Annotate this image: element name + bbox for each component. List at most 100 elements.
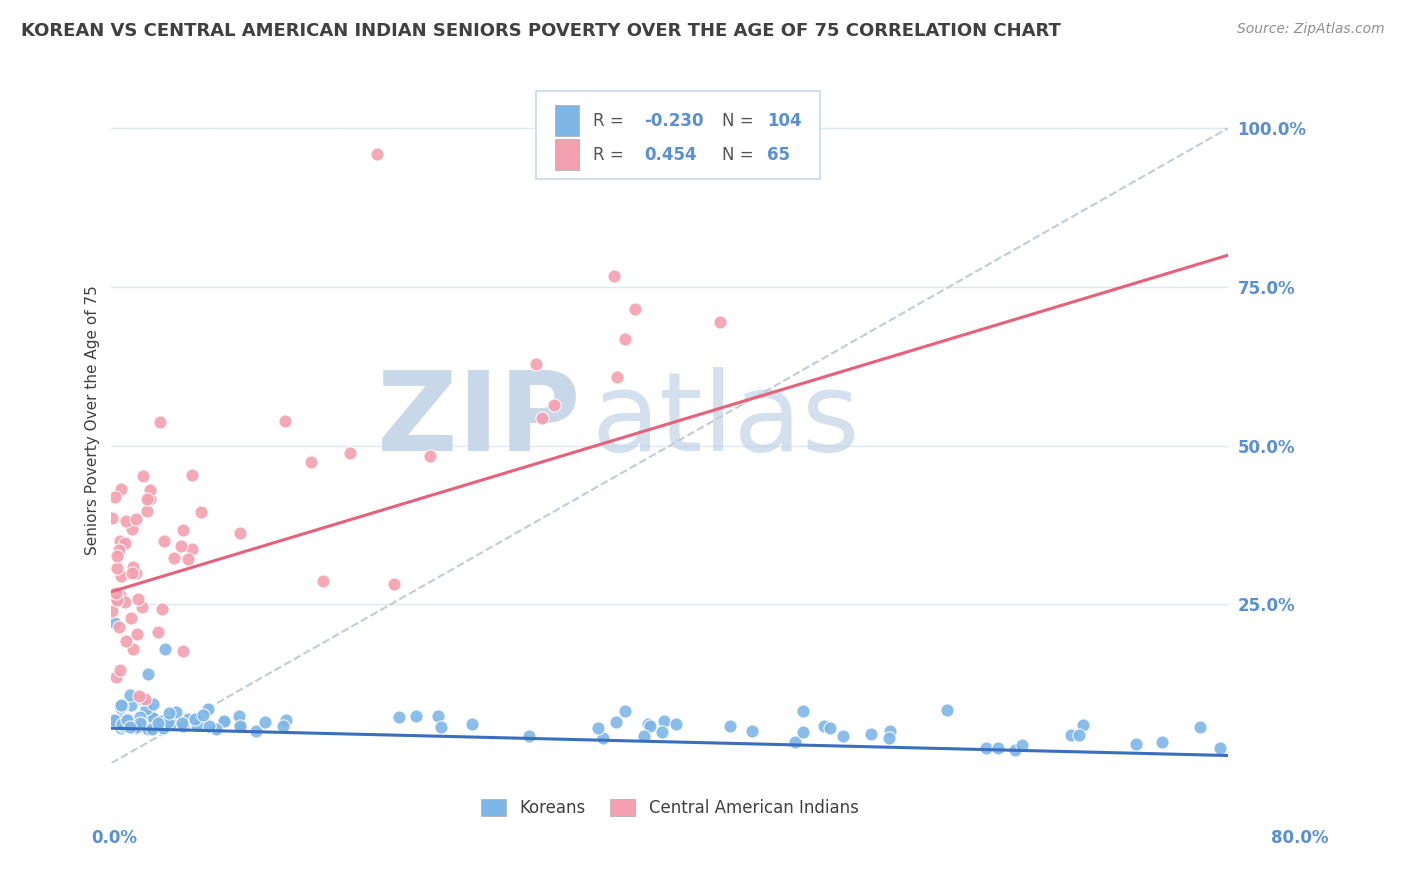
Point <box>614 704 637 718</box>
Point <box>115 515 138 529</box>
Point <box>651 724 673 739</box>
Point <box>405 709 427 723</box>
Point <box>152 721 174 735</box>
Point <box>105 592 128 607</box>
Point <box>105 561 128 575</box>
Point <box>517 729 540 743</box>
Point <box>603 268 626 283</box>
Point <box>170 539 193 553</box>
Point <box>388 710 411 724</box>
Point <box>430 720 453 734</box>
Point <box>228 719 250 733</box>
Point <box>229 717 252 731</box>
Point <box>104 616 127 631</box>
Point <box>128 709 150 723</box>
Point <box>1011 738 1033 752</box>
Point <box>105 586 128 600</box>
Point <box>783 735 806 749</box>
Point <box>136 491 159 506</box>
Point <box>859 727 882 741</box>
Point <box>131 600 153 615</box>
Point <box>652 714 675 728</box>
Point <box>108 533 131 548</box>
Point <box>110 698 132 713</box>
Point <box>125 566 148 580</box>
Point <box>190 505 212 519</box>
Point <box>212 714 235 728</box>
Point <box>935 702 957 716</box>
Point <box>120 698 142 712</box>
Point <box>172 643 194 657</box>
Y-axis label: Seniors Poverty Over the Age of 75: Seniors Poverty Over the Age of 75 <box>86 285 100 555</box>
Point <box>132 469 155 483</box>
Point <box>274 713 297 727</box>
Point <box>107 542 129 557</box>
Point <box>142 711 165 725</box>
Point <box>184 712 207 726</box>
Point <box>120 610 142 624</box>
Point <box>152 716 174 731</box>
Point <box>382 577 405 591</box>
Point <box>121 522 143 536</box>
Point <box>103 713 125 727</box>
Point <box>105 549 128 563</box>
FancyBboxPatch shape <box>554 105 579 136</box>
Point <box>101 604 124 618</box>
Point <box>128 689 150 703</box>
Point <box>366 146 388 161</box>
Point <box>111 717 134 731</box>
Point <box>339 446 361 460</box>
Point <box>135 720 157 734</box>
Point <box>879 724 901 739</box>
Point <box>111 699 134 714</box>
Point <box>214 714 236 728</box>
Point <box>114 536 136 550</box>
Point <box>118 689 141 703</box>
Point <box>120 720 142 734</box>
Point <box>134 692 156 706</box>
Text: N =: N = <box>723 146 754 164</box>
Point <box>606 369 628 384</box>
Point <box>136 667 159 681</box>
Point <box>104 670 127 684</box>
Point <box>142 697 165 711</box>
Point <box>605 715 627 730</box>
Point <box>1152 735 1174 749</box>
Point <box>524 357 547 371</box>
Text: -0.230: -0.230 <box>644 112 703 129</box>
Point <box>987 741 1010 756</box>
Point <box>108 664 131 678</box>
Point <box>813 719 835 733</box>
Point <box>121 566 143 581</box>
Point <box>253 715 276 730</box>
FancyBboxPatch shape <box>536 91 820 179</box>
Point <box>427 709 450 723</box>
Point <box>614 333 637 347</box>
Point <box>271 719 294 733</box>
Point <box>245 723 267 738</box>
Text: R =: R = <box>592 112 623 129</box>
Point <box>1004 743 1026 757</box>
Point <box>127 627 149 641</box>
Point <box>186 718 208 732</box>
Point <box>110 700 132 714</box>
Point <box>104 714 127 729</box>
Point <box>832 729 855 743</box>
Point <box>177 552 200 566</box>
Point <box>1060 728 1083 742</box>
Text: N =: N = <box>723 112 754 129</box>
Point <box>122 642 145 657</box>
Point <box>139 483 162 497</box>
Point <box>163 551 186 566</box>
Point <box>820 721 842 735</box>
Point <box>152 533 174 548</box>
Point <box>110 702 132 716</box>
Point <box>149 416 172 430</box>
Point <box>108 588 131 602</box>
Point <box>877 731 900 745</box>
Point <box>138 721 160 735</box>
Point <box>637 717 659 731</box>
Point <box>177 712 200 726</box>
Point <box>131 717 153 731</box>
Point <box>114 595 136 609</box>
